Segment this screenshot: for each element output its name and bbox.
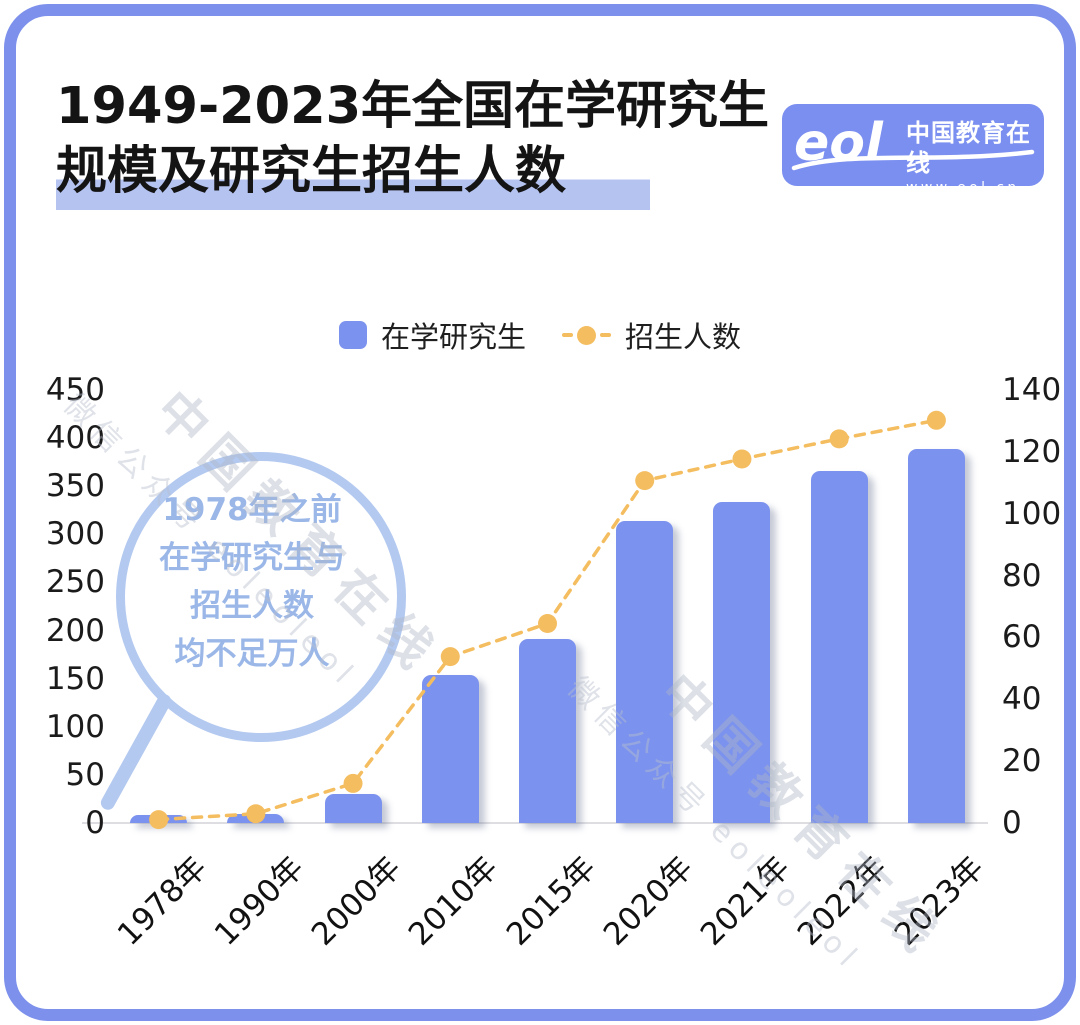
left-axis-tick: 200 (45, 612, 105, 649)
line-point (829, 429, 849, 449)
line-point (926, 410, 946, 430)
right-axis-tick: 0 (1002, 805, 1022, 841)
line-point (635, 471, 655, 491)
chart-legend: 在学研究生 招生人数 (0, 314, 1080, 356)
left-axis-tick: 100 (45, 708, 105, 745)
right-axis-tick: 120 (1002, 433, 1062, 470)
x-axis-label: 1990年 (207, 849, 311, 953)
bar (130, 815, 188, 823)
annotation-line: 1978年之前 (162, 492, 342, 528)
legend-dash-icon (600, 333, 611, 337)
line-point (538, 614, 557, 634)
bar (713, 502, 771, 823)
annotation-text: 1978年之前 在学研究生与 招生人数 均不足万人 (112, 486, 392, 678)
left-axis-tick: 0 (85, 805, 105, 841)
annotation-line: 招生人数 (190, 588, 314, 624)
left-axis-tick: 450 (45, 372, 105, 408)
title-line2: 规模及研究生招生人数 (56, 139, 651, 210)
left-axis-tick: 150 (45, 660, 105, 697)
bar (810, 471, 868, 823)
right-axis-tick: 140 (1002, 372, 1062, 408)
line-point (343, 773, 363, 793)
legend-dash-icon (562, 333, 573, 337)
magnifier-handle-icon (98, 691, 174, 813)
title-line2-wrap: 规模及研究生招生人数 (56, 139, 769, 210)
bar (421, 675, 479, 823)
title-line1: 1949-2023年全国在学研究生 (56, 77, 770, 136)
legend-line-marker (562, 325, 611, 345)
legend-dot-icon (577, 325, 596, 345)
eol-logo: eol 中国教育在线 www.eol.cn (782, 104, 1044, 196)
bar (519, 639, 576, 823)
x-axis-label: 2022年 (791, 849, 895, 953)
right-axis-tick: 20 (1002, 743, 1042, 780)
bar (907, 449, 965, 823)
right-axis-tick: 60 (1002, 619, 1042, 656)
eol-logo-icon: eol (791, 113, 1035, 173)
x-axis-label: 2021年 (693, 849, 798, 953)
x-axis-label: 2010年 (402, 849, 506, 953)
left-axis-tick: 350 (45, 468, 105, 505)
left-axis-tick: 400 (45, 420, 105, 457)
x-axis-label: 2000年 (305, 849, 409, 953)
bar (227, 814, 285, 823)
left-axis-tick: 250 (45, 564, 105, 601)
annotation-line: 均不足万人 (174, 636, 330, 672)
x-axis-line (82, 822, 988, 824)
logo-text: 中国教育在线 www.eol.cn (906, 118, 1044, 198)
legend-line-label: 招生人数 (625, 320, 742, 354)
x-axis-label: 2015年 (499, 849, 603, 953)
line-point (440, 647, 460, 667)
legend-bar-label: 在学研究生 (380, 320, 526, 354)
annotation-line: 在学研究生与 (159, 540, 345, 576)
page-title: 1949-2023年全国在学研究生 规模及研究生招生人数 (56, 74, 769, 210)
bar (616, 520, 674, 823)
logo-url: www.eol.cn (906, 180, 1020, 196)
logo-name: 中国教育在线 (906, 119, 1031, 177)
left-axis-tick: 50 (65, 756, 105, 793)
legend-bar-swatch (338, 321, 367, 349)
x-axis-label: 1978年 (110, 849, 214, 953)
x-axis-label: 2020年 (596, 849, 700, 953)
line-point (732, 449, 752, 469)
x-axis-label: 2023年 (888, 849, 992, 953)
left-axis-tick: 300 (45, 516, 105, 553)
right-axis-tick: 40 (1002, 681, 1042, 718)
right-axis-tick: 100 (1002, 495, 1062, 532)
right-axis-tick: 80 (1002, 557, 1042, 594)
bar (324, 794, 382, 823)
